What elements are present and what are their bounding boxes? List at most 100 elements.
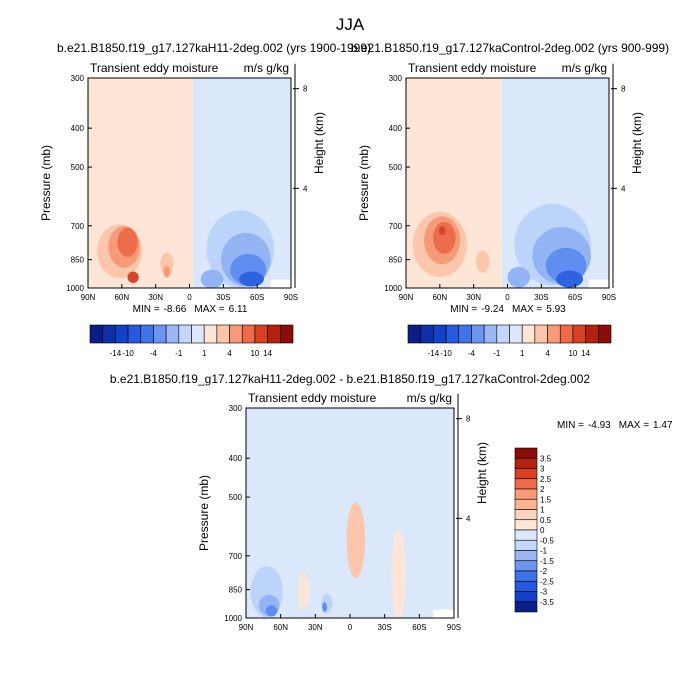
panel-top-right-colorbar-swatch-3 bbox=[445, 324, 460, 344]
panel-bottom-colorbar-label-1: 3 bbox=[540, 465, 545, 474]
panel-bottom-y2tick-label-0: 8 bbox=[466, 415, 471, 424]
panel-top-left-colorbar-swatch-6 bbox=[165, 324, 180, 344]
panel-top-right-left-label: Transient eddy moisture bbox=[408, 61, 537, 75]
panel-top-left-contour-4 bbox=[160, 252, 174, 275]
panel-top-right-contour-4 bbox=[475, 250, 490, 273]
panel-top-left-colorbar-label-6: 10 bbox=[250, 349, 259, 358]
panel-bottom-ylabel: Pressure (mb) bbox=[197, 475, 211, 551]
panel-top-left-right-label: m/s g/kg bbox=[244, 61, 289, 75]
panel-bottom-left-label: Transient eddy moisture bbox=[248, 391, 377, 405]
panel-top-left-ytick-label-1: 400 bbox=[71, 124, 85, 133]
panel-bottom-y2tick-label-1: 4 bbox=[466, 514, 471, 523]
panel-bottom-xtick-label-6: 90S bbox=[447, 623, 461, 632]
panel-top-right-colorbar-label-3: -1 bbox=[493, 349, 501, 358]
panel-bottom-colorbar-label-9: -1 bbox=[540, 547, 548, 556]
panel-top-right-colorbar-swatch-1 bbox=[420, 324, 434, 344]
panel-top-left-colorbar-swatch-14 bbox=[267, 324, 281, 344]
panel-top-right-colorbar-label-6: 10 bbox=[568, 349, 577, 358]
panel-top-right-ytick-label-5: 1000 bbox=[384, 284, 402, 293]
panel-top-right-colorbar-swatch-8 bbox=[509, 324, 523, 344]
panel-top-left-colorbar-swatch-0 bbox=[89, 324, 103, 344]
panel-top-right-colorbar-label-1: -10 bbox=[440, 349, 452, 358]
panel-top-left-left-label: Transient eddy moisture bbox=[90, 61, 219, 75]
panel-top-left-colorbar-label-0: -14 bbox=[110, 349, 122, 358]
panel-top-right-colorbar-swatch-6 bbox=[483, 324, 498, 344]
panel-top-right-xtick-label-2: 30N bbox=[466, 293, 481, 302]
panel-top-left-colorbar-swatch-1 bbox=[102, 324, 116, 344]
panel-top-left-contour-9 bbox=[239, 271, 264, 287]
panel-bottom-contour-2 bbox=[265, 605, 278, 617]
panel-bottom-colorbar-swatch-15 bbox=[514, 601, 538, 613]
panel-top-left-title: b.e21.B1850.f19_g17.127kaH11-2deg.002 (y… bbox=[57, 41, 371, 55]
panel-top-left-y2label: Height (km) bbox=[312, 112, 326, 174]
panel-top-right-xtick-label-3: 0 bbox=[505, 293, 510, 302]
panel-top-left-colorbar-label-4: 1 bbox=[202, 349, 207, 358]
panel-top-left-y2tick-label-0: 8 bbox=[303, 85, 308, 94]
panel-top-right-contour-9 bbox=[507, 266, 531, 288]
panel-bottom: b.e21.B1850.f19_g17.127kaH11-2deg.002 - … bbox=[110, 372, 673, 632]
panel-top-left-colorbar-swatch-7 bbox=[178, 324, 192, 344]
panel-top-right-xtick-label-5: 60S bbox=[568, 293, 582, 302]
panel-top-right-colorbar-swatch-14 bbox=[585, 324, 599, 344]
panel-top-left-ytick-label-3: 700 bbox=[71, 222, 85, 231]
panel-bottom-contour-4 bbox=[322, 602, 327, 612]
panel-top-left-field bbox=[88, 78, 291, 288]
panel-bottom-land-mask bbox=[433, 609, 454, 618]
panel-bottom-colorbar-swatch-11 bbox=[514, 560, 538, 572]
panel-top-right-colorbar-swatch-7 bbox=[496, 324, 510, 344]
panel-top-right-ytick-label-3: 700 bbox=[389, 222, 403, 231]
panel-bottom-colorbar-label-10: -1.5 bbox=[540, 557, 554, 566]
panel-top-right-colorbar-swatch-0 bbox=[407, 324, 421, 344]
panel-bottom-title: b.e21.B1850.f19_g17.127kaH11-2deg.002 - … bbox=[110, 372, 590, 386]
panel-bottom-colorbar-label-0: 3.5 bbox=[540, 454, 552, 463]
panel-top-right: b.e21.B1850.f19_g17.127kaControl-2deg.00… bbox=[351, 41, 669, 358]
panel-bottom-contour-6 bbox=[346, 502, 366, 579]
figure-title: JJA bbox=[336, 15, 365, 34]
panel-top-left-xtick-label-3: 0 bbox=[187, 293, 192, 302]
panel-bottom-colorbar-label-14: -3.5 bbox=[540, 598, 554, 607]
panel-top-right-colorbar-label-7: 14 bbox=[581, 349, 590, 358]
panel-top-right-colorbar-swatch-4 bbox=[458, 324, 472, 344]
panel-top-right-colorbar-label-0: -14 bbox=[428, 349, 440, 358]
panel-bottom-colorbar-label-12: -2.5 bbox=[540, 577, 554, 586]
panel-bottom-y2label: Height (km) bbox=[475, 442, 489, 504]
panel-top-right-min-label: MIN = bbox=[450, 304, 477, 315]
panel-top-left-xtick-label-2: 30N bbox=[148, 293, 163, 302]
panel-top-left-min-label: MIN = bbox=[133, 304, 160, 315]
panel-top-left-y2tick-label-1: 4 bbox=[303, 184, 308, 193]
panel-bottom-minmax: MIN = -4.93 MAX = 1.47 bbox=[557, 420, 673, 431]
panel-top-left-colorbar-swatch-8 bbox=[191, 324, 205, 344]
panel-top-left-colorbar-swatch-15 bbox=[280, 324, 294, 344]
panel-top-left-colorbar-swatch-3 bbox=[127, 324, 142, 344]
panel-top-left-xtick-label-5: 60S bbox=[250, 293, 264, 302]
panel-top-right-colorbar-swatch-12 bbox=[559, 324, 574, 344]
panel-top-left-contour-10 bbox=[200, 269, 224, 288]
panel-top-right-colorbar-label-2: -4 bbox=[468, 349, 476, 358]
panel-bottom-colorbar-label-8: -0.5 bbox=[540, 536, 554, 545]
panel-bottom-colorbar-label-13: -3 bbox=[540, 588, 548, 597]
panel-top-left-ytick-label-5: 1000 bbox=[66, 284, 84, 293]
panel-top-left-xtick-label-1: 60N bbox=[114, 293, 129, 302]
panel-top-left-minmax: MIN = -8.66 MAX = 6.11 bbox=[133, 304, 248, 315]
panel-top-right-contour-8 bbox=[555, 270, 584, 288]
panel-bottom-xtick-label-0: 90N bbox=[239, 623, 254, 632]
panel-bottom-ytick-label-1: 400 bbox=[229, 454, 243, 463]
panel-top-left-colorbar-label-2: -4 bbox=[150, 349, 158, 358]
panel-top-right-min-value: -9.24 bbox=[481, 304, 504, 315]
panel-top-right-colorbar-swatch-10 bbox=[534, 324, 548, 344]
panel-bottom-colorbar-swatch-10 bbox=[514, 550, 538, 562]
panel-bottom-xtick-label-5: 60S bbox=[412, 623, 426, 632]
panel-bottom-colorbar-swatch-2 bbox=[514, 468, 538, 480]
panel-bottom-ytick-label-3: 700 bbox=[229, 552, 243, 561]
panel-top-left-colorbar-label-5: 4 bbox=[227, 349, 232, 358]
panel-top-left-colorbar-swatch-9 bbox=[203, 324, 218, 344]
panel-top-left-land-mask bbox=[270, 279, 291, 288]
panel-bottom-colorbar-swatch-7 bbox=[514, 519, 538, 531]
panel-bottom-xtick-label-3: 0 bbox=[348, 623, 353, 632]
panel-top-right-minmax: MIN = -9.24 MAX = 5.93 bbox=[450, 304, 566, 315]
panel-top-right-y2tick-label-1: 4 bbox=[621, 184, 626, 193]
panel-bottom-ytick-label-5: 1000 bbox=[224, 614, 242, 623]
panel-bottom-contour-5 bbox=[298, 573, 310, 610]
panel-bottom-xtick-label-4: 30S bbox=[378, 623, 392, 632]
